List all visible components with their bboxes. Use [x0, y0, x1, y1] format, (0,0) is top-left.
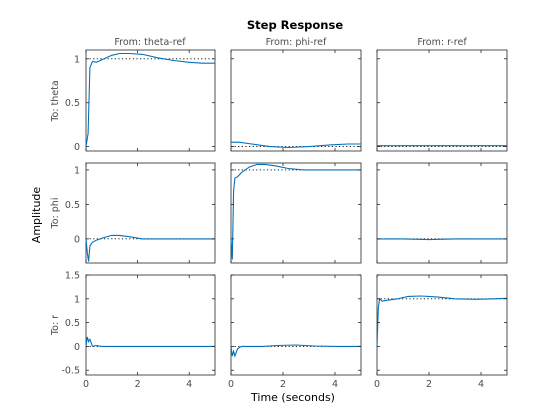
panel-r-from-theta-ref-frame [85, 274, 216, 376]
x-tick-label: 4 [332, 379, 338, 390]
y-tick-label: 0 [74, 342, 80, 353]
panel-r-from-theta-ref-response-line [85, 336, 215, 348]
output-label-r: To: r [50, 315, 61, 336]
x-tick-label: 4 [186, 379, 192, 390]
y-tick-label: 0 [74, 234, 80, 245]
y-tick-label: 1.5 [65, 271, 80, 282]
panel-r-from-phi-ref-response-line [230, 344, 361, 358]
input-label-r-ref: From: r-ref [417, 37, 467, 48]
panel-phi-from-r-ref-frame [376, 162, 508, 264]
panel-r-from-r-ref-frame [376, 274, 508, 376]
panel-theta-from-theta-ref: 10.50 [65, 49, 216, 153]
y-tick-label: 1 [74, 294, 80, 305]
output-label-phi: To: phi [50, 198, 61, 230]
input-label-theta-ref: From: theta-ref [114, 37, 186, 48]
x-tick-label: 2 [280, 379, 286, 390]
output-label-theta: To: theta [50, 80, 61, 122]
panel-r-from-phi-ref: 0 2 4 [228, 274, 362, 390]
y-tick-label: 1 [74, 54, 80, 65]
y-axis-label: Amplitude [30, 187, 43, 244]
panel-theta-from-phi-ref-frame [230, 49, 362, 152]
y-tick-label: 1 [74, 165, 80, 176]
x-tick-label: 4 [478, 379, 484, 390]
panel-theta-from-theta-ref-frame [85, 49, 216, 152]
x-tick-label: 2 [135, 379, 141, 390]
y-tick-label: 0.5 [65, 318, 80, 329]
panel-phi-from-phi-ref-response-line [230, 163, 361, 260]
panel-theta-from-r-ref [376, 49, 508, 152]
panel-r-from-theta-ref: 0 2 41.510.50-0.5 [61, 271, 216, 390]
x-tick-label: 0 [228, 379, 234, 390]
panel-theta-from-r-ref-frame [376, 49, 508, 152]
panel-r-from-r-ref: 0 2 4 [374, 274, 508, 390]
y-tick-label: -0.5 [61, 366, 80, 377]
y-tick-label: 0.5 [65, 200, 80, 211]
input-label-phi-ref: From: phi-ref [266, 37, 327, 48]
panel-phi-from-theta-ref: 10.50 [65, 162, 216, 264]
panel-phi-from-theta-ref-frame [85, 162, 216, 264]
panel-r-from-phi-ref-frame [230, 274, 362, 376]
panel-theta-from-phi-ref-response-line [231, 141, 361, 149]
panel-theta-from-theta-ref-response-line [85, 52, 215, 147]
panel-phi-from-r-ref-response-line [377, 238, 507, 241]
y-tick-label: 0 [74, 142, 80, 153]
panel-phi-from-phi-ref-frame [230, 162, 362, 264]
x-tick-label: 0 [374, 379, 380, 390]
y-tick-label: 0.5 [65, 98, 80, 109]
panel-phi-from-r-ref [376, 162, 508, 264]
panel-theta-from-phi-ref [230, 49, 362, 152]
x-tick-label: 2 [426, 379, 432, 390]
x-axis-label: Time (seconds) [250, 391, 335, 404]
panel-phi-from-theta-ref-response-line [85, 234, 215, 262]
panel-phi-from-phi-ref [230, 162, 362, 264]
x-tick-label: 0 [83, 379, 89, 390]
chart-title: Step Response [247, 18, 343, 32]
